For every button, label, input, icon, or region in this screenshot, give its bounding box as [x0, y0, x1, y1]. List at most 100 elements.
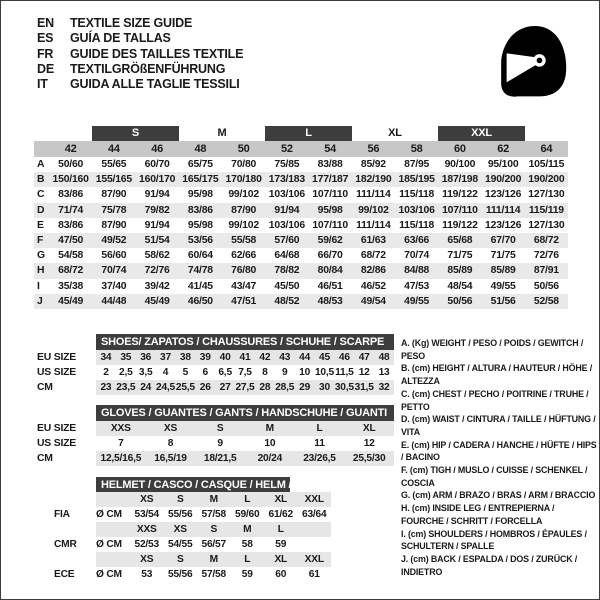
shoes-value: 27,5	[235, 382, 255, 393]
helmet-size-value: 53/54	[134, 509, 160, 520]
measure-row-b: B 150/160 155/165 160/170 165/175 170/180 173/…	[34, 172, 568, 188]
measure-value: 46/50	[187, 295, 213, 307]
measure-value: 82/86	[360, 265, 386, 277]
helmet-size-value: 59/60	[235, 509, 260, 520]
gloves-value: XS	[163, 423, 178, 434]
measure-value: 87/90	[101, 219, 127, 231]
shoes-value: 48	[378, 352, 390, 363]
gloves-value: 10	[264, 438, 276, 449]
size-band-l: L	[265, 126, 352, 141]
helmet-size-label: XL	[264, 552, 298, 567]
measure-value: 75/85	[274, 159, 300, 170]
shoes-value: 11,5	[335, 367, 354, 378]
language-row: DE TEXTILGRÖßENFÜHRUNG	[37, 62, 243, 77]
measure-row-h: H 68/72 70/74 72/76 74/78 76/80 78/82 80/84 82/8…	[34, 263, 568, 279]
size-number: 42	[64, 143, 77, 155]
shoes-value: 34	[100, 352, 112, 363]
shoes-value: 25,5	[175, 382, 195, 393]
shoes-value: 6,5	[218, 367, 232, 378]
shoes-value: 30	[318, 382, 330, 393]
legend-item: D. (cm) WAIST / CINTURA / TAILLE / HÜFTU…	[401, 414, 596, 437]
gloves-size-table: GLOVES / GUANTES / GANTS / HANDSCHUHE / …	[34, 405, 394, 466]
measure-value: 115/118	[399, 219, 435, 231]
measure-value: 64/68	[274, 250, 300, 262]
gloves-value: 12,5/16,5	[100, 453, 142, 464]
measure-value: 45/49	[144, 295, 170, 307]
diameter-unit-label: Ø CM	[96, 509, 122, 520]
gloves-value: 18/21,5	[203, 453, 237, 464]
size-number: 48	[194, 143, 207, 155]
spacer-cell	[96, 552, 130, 567]
measure-value: 50/60	[58, 159, 84, 170]
spacer-cell	[34, 334, 96, 349]
gloves-value: 11	[314, 438, 325, 449]
shoes-value: 28,5	[275, 382, 295, 393]
shoes-value: 39	[199, 352, 211, 363]
measure-value: 83/86	[187, 204, 213, 216]
standard-label-ece: ECE	[54, 569, 75, 580]
helmet-size-label: L	[230, 492, 264, 507]
measure-value: 87/90	[101, 189, 127, 201]
gloves-value: 25,5/30	[352, 453, 386, 464]
row-letter: I	[37, 280, 40, 292]
helmet-size-label	[297, 522, 331, 537]
measure-value: 91/94	[274, 204, 300, 216]
shoes-value: 47	[358, 352, 370, 363]
measure-value: 95/98	[187, 189, 213, 201]
measure-row-g: G 54/58 56/60 58/62 60/64 62/66 64/68 66/70 68/7…	[34, 248, 568, 263]
shoes-value: 2,5	[119, 367, 133, 378]
helmet-size-label: XS	[130, 492, 164, 507]
measure-value: 107/110	[442, 204, 478, 216]
guide-title: TEXTILGRÖßENFÜHRUNG	[70, 61, 226, 76]
shoes-row-label: CM	[37, 382, 53, 393]
measure-value: 78/82	[274, 265, 300, 277]
measure-value: 190/200	[485, 174, 522, 186]
shoes-value: 8	[262, 367, 268, 378]
helmet-size-label: L	[230, 552, 264, 567]
helmet-size-value	[298, 537, 332, 552]
measure-value: 51/54	[144, 234, 170, 246]
measure-value: 187/198	[441, 174, 478, 186]
measure-value: 91/94	[144, 189, 170, 201]
legend-item: E. (cm) HIP / CADERA / HANCHE / HÜFTE / …	[401, 439, 597, 463]
measure-value: 70/74	[404, 250, 430, 262]
measure-value: 49/52	[101, 234, 127, 246]
legend-item: A. (Kg) WEIGHT / PESO / POIDS / GEWITCH …	[401, 338, 584, 361]
helmet-size-value: 55/56	[168, 569, 193, 580]
size-band-row: S M L XL XXL	[34, 126, 568, 141]
measure-value: 45/50	[274, 280, 300, 292]
measure-value: 46/52	[360, 280, 386, 292]
language-code: DE	[37, 61, 54, 76]
measure-value: 85/89	[447, 265, 473, 277]
measure-value: 99/102	[228, 189, 259, 201]
measure-value: 61/63	[360, 234, 386, 246]
gloves-row: 7 8 9 10 11 12	[96, 436, 394, 451]
shoes-value: 10,5	[314, 367, 334, 378]
measurement-legend: A. (Kg) WEIGHT / PESO / POIDS / GEWITCH …	[401, 337, 597, 578]
measure-value: 85/92	[360, 159, 386, 170]
gloves-row-label: US SIZE	[37, 438, 77, 449]
helmet-size-value: 57/58	[201, 509, 227, 520]
measure-value: 160/170	[139, 174, 176, 186]
measure-value: 41/45	[187, 280, 213, 292]
measure-value: 65/68	[447, 234, 473, 246]
legend-item: J. (cm) BACK / ESPALDA / DOS / ZURÜCK / …	[401, 553, 578, 577]
gloves-value: 9	[217, 438, 223, 449]
measure-value: 170/180	[225, 174, 262, 186]
shoes-value: 24	[140, 382, 152, 393]
standard-label-cmr: CMR	[54, 539, 77, 550]
size-band-s: S	[92, 126, 179, 141]
size-number: 46	[151, 143, 164, 155]
language-code: ES	[37, 31, 54, 46]
measure-value: 107/110	[312, 219, 348, 231]
measure-value: 107/110	[312, 189, 348, 201]
measure-value: 72/76	[533, 250, 559, 262]
shoes-table-title: SHOES/ ZAPATOS / CHAUSSURES / SCHUHE / S…	[96, 334, 394, 350]
diameter-unit-label: Ø CM	[96, 569, 122, 580]
legend-item: B. (cm) HEIGHT / ALTURA / HAUTEUR / HÖHE…	[401, 363, 593, 387]
helmet-size-label: S	[163, 552, 197, 567]
size-number-row: 42 44 46 48 50 52 54 56 58 60 62 64	[34, 141, 568, 157]
helmet-size-value: 55/56	[168, 509, 193, 520]
language-row: IT GUIDA ALLE TAGLIE TESSILI	[37, 77, 243, 92]
measure-row-e: E 83/86 87/90 91/94 95/98 99/102 103/106 107/11…	[34, 218, 568, 233]
